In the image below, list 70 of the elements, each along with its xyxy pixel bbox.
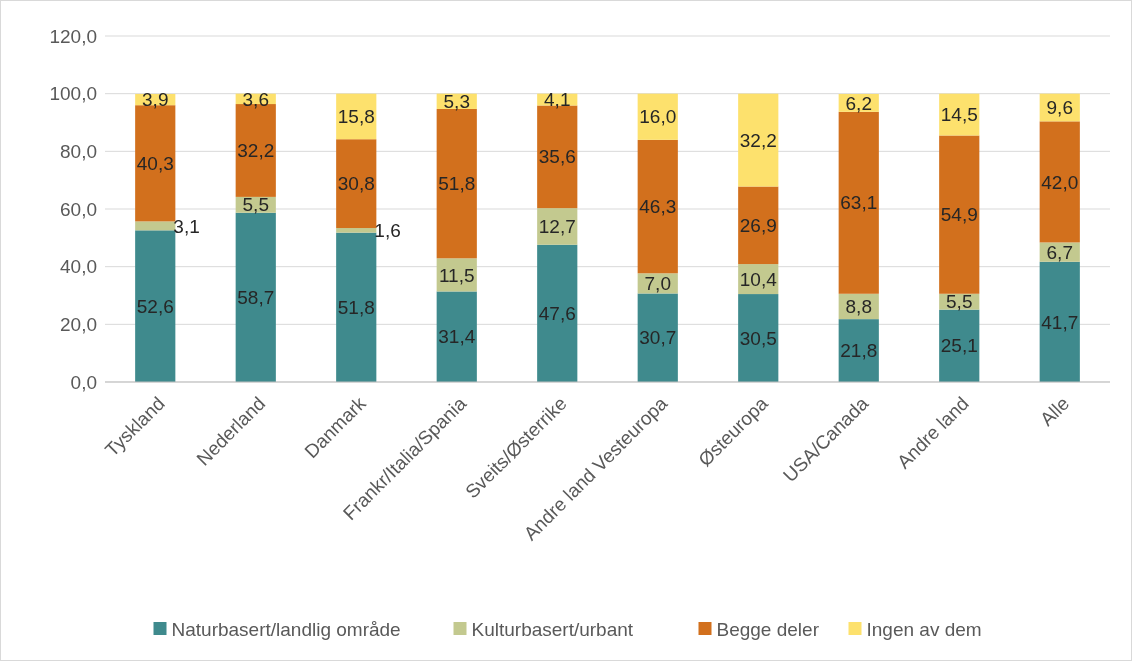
data-label: 15,8	[337, 106, 375, 128]
data-label: 30,8	[337, 173, 375, 195]
data-label: 51,8	[337, 296, 375, 318]
data-label: 42,0	[1041, 171, 1079, 193]
legend-label: Kulturbasert/urbant	[471, 618, 634, 640]
bar	[738, 186, 779, 265]
bar	[1039, 121, 1080, 243]
data-label: 9,6	[1046, 97, 1073, 119]
data-label: 5,5	[946, 291, 973, 313]
data-label: 46,3	[639, 196, 677, 218]
bar	[939, 309, 980, 382]
bar	[537, 244, 578, 382]
data-label: 1,6	[374, 219, 401, 241]
bar	[235, 212, 276, 382]
bar	[738, 294, 779, 382]
y-tick-label: 0,0	[70, 371, 97, 393]
data-label: 54,9	[940, 204, 978, 226]
y-tick-label: 60,0	[60, 198, 97, 220]
data-label: 14,5	[940, 104, 978, 126]
data-label: 52,6	[136, 295, 174, 317]
data-label: 5,5	[242, 194, 269, 216]
data-label: 41,7	[1041, 311, 1079, 333]
data-label: 16,0	[639, 106, 677, 128]
y-tick-label: 80,0	[60, 140, 97, 162]
data-label: 4,1	[544, 89, 571, 111]
data-label: 6,7	[1046, 241, 1073, 263]
data-label: 32,2	[739, 129, 777, 151]
legend-label: Begge deler	[716, 618, 820, 640]
x-tick-label: Alle	[1036, 392, 1074, 430]
data-label: 7,0	[644, 273, 671, 295]
data-label: 31,4	[438, 326, 476, 348]
data-label: 3,1	[173, 215, 200, 237]
bar	[637, 139, 678, 274]
bar	[135, 221, 176, 231]
bar	[336, 139, 377, 229]
legend-label: Naturbasert/landlig område	[171, 618, 401, 640]
bar	[939, 135, 980, 294]
data-label: 58,7	[237, 287, 275, 309]
data-label: 30,7	[639, 327, 677, 349]
data-label: 30,5	[739, 327, 777, 349]
data-label: 10,4	[739, 268, 778, 290]
y-tick-label: 120,0	[49, 25, 97, 47]
data-label: 3,6	[242, 88, 269, 110]
bar	[135, 230, 176, 382]
bar	[1039, 261, 1080, 382]
data-label: 35,6	[538, 146, 576, 168]
data-label: 21,8	[840, 340, 878, 362]
bar	[637, 293, 678, 382]
data-label: 25,1	[940, 335, 978, 357]
data-label: 32,2	[237, 140, 275, 162]
bar	[838, 111, 879, 294]
bar	[738, 93, 779, 187]
data-label: 40,3	[136, 152, 174, 174]
data-label: 3,9	[142, 89, 169, 111]
data-label: 47,6	[538, 303, 576, 325]
data-label: 5,3	[443, 90, 470, 112]
data-label: 6,2	[845, 92, 872, 114]
legend-label: Ingen av dem	[866, 618, 982, 640]
y-tick-label: 100,0	[49, 83, 97, 105]
data-label: 12,7	[538, 216, 576, 238]
bar	[436, 291, 477, 382]
bar	[336, 232, 377, 382]
data-label: 26,9	[739, 214, 777, 236]
y-tick-label: 20,0	[60, 313, 97, 335]
data-label: 11,5	[438, 264, 475, 286]
data-label: 51,8	[438, 173, 476, 195]
data-label: 8,8	[845, 296, 872, 318]
data-label: 63,1	[840, 192, 878, 214]
y-tick-label: 40,0	[60, 256, 97, 278]
bar	[336, 228, 377, 233]
